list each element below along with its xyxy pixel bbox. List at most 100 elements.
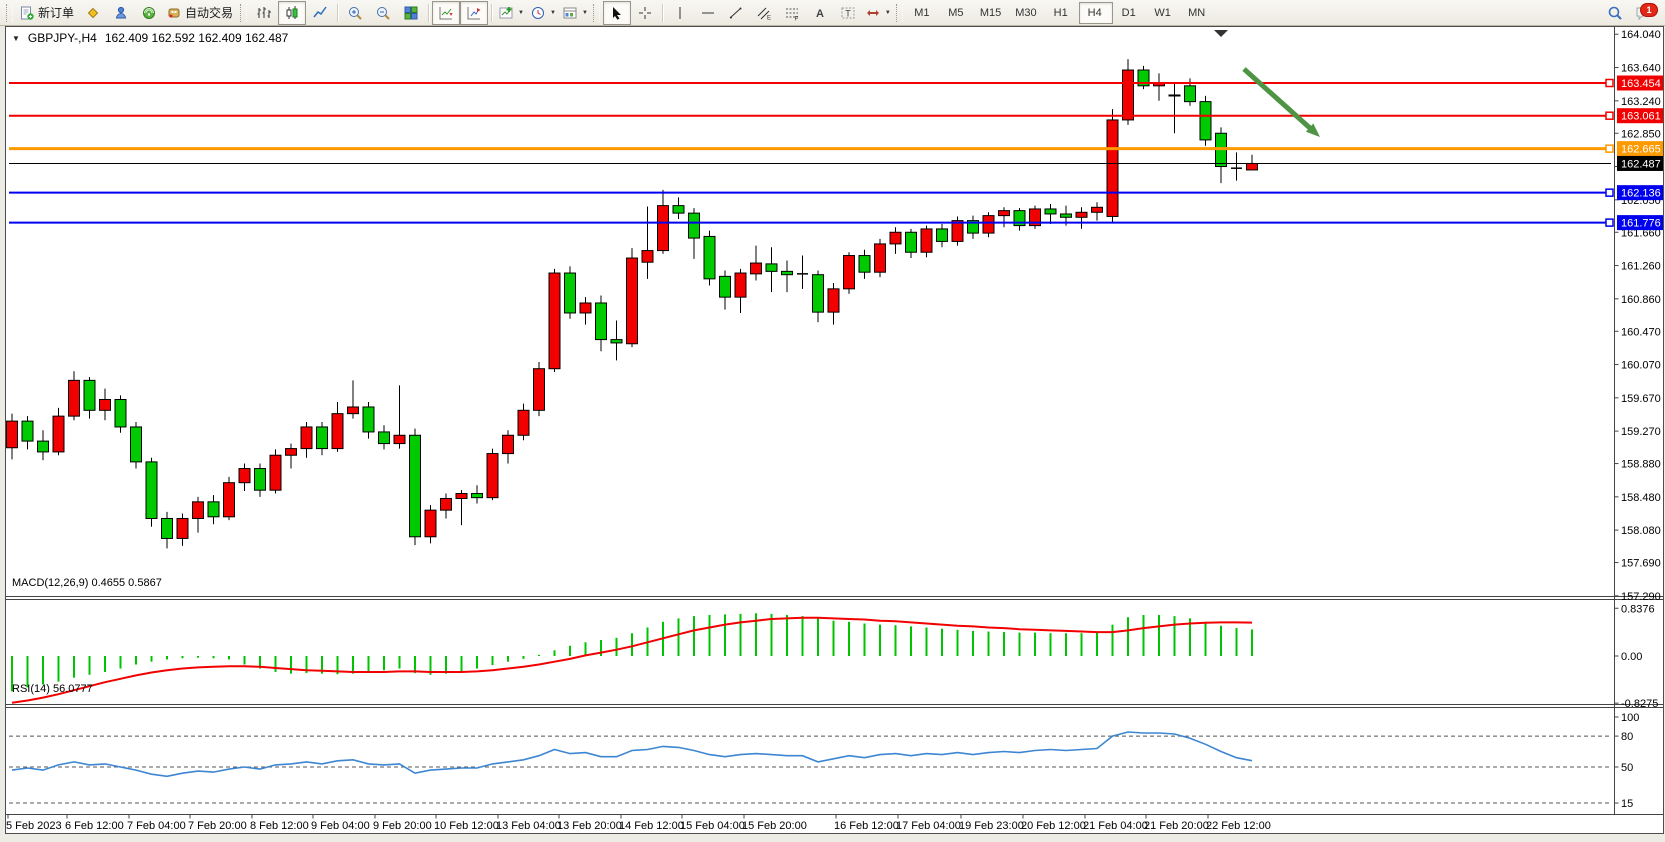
text-label-button[interactable]: T [834, 1, 862, 25]
tf-m15-button[interactable]: M15 [974, 2, 1009, 24]
candle [269, 449, 282, 494]
signals-button[interactable] [135, 1, 163, 25]
equidistant-channel-button[interactable]: E [750, 1, 778, 25]
candle [455, 490, 468, 526]
line-handle[interactable] [1605, 111, 1614, 120]
tf-m5-button-label: M5 [948, 6, 964, 19]
chart-shift-button[interactable] [460, 0, 489, 25]
tf-mn-button[interactable]: MN [1181, 2, 1215, 24]
candle [378, 425, 390, 450]
shift-end-icon [467, 6, 481, 19]
vertical-line-button[interactable] [666, 1, 694, 25]
market-watch-button[interactable] [107, 1, 135, 25]
horizontal-line[interactable] [9, 78, 1614, 88]
text-label-icon: T [841, 7, 855, 18]
tf-d1-button[interactable]: D1 [1113, 2, 1147, 24]
tf-w1-button-label: W1 [1154, 6, 1171, 19]
tf-h4-button-label: H4 [1087, 6, 1102, 19]
line-chart-button[interactable] [306, 1, 334, 25]
candle [145, 457, 158, 527]
horizontal-line-button[interactable] [694, 1, 722, 25]
toolbar-separator [337, 3, 339, 22]
periods-button[interactable]: ▼ [527, 1, 559, 25]
arrows-button[interactable]: ▼ [862, 1, 894, 25]
svg-text:20 Feb 12:00: 20 Feb 12:00 [1021, 820, 1086, 832]
bar-chart-icon [257, 6, 272, 18]
price-badge: 162.487 [1617, 155, 1663, 171]
tf-mn-button-label: MN [1188, 6, 1206, 19]
svg-text:163.240: 163.240 [1621, 96, 1661, 108]
candle [797, 255, 808, 289]
svg-text:7 Feb 20:00: 7 Feb 20:00 [188, 820, 247, 832]
candle [905, 228, 917, 259]
horizontal-line[interactable] [9, 218, 1614, 227]
svg-text:163.061: 163.061 [1621, 111, 1661, 123]
trend-arrow[interactable] [1242, 67, 1320, 137]
rsi-line [11, 731, 1253, 778]
templates-button[interactable]: ▼ [559, 1, 591, 25]
bar-chart-button[interactable] [250, 1, 278, 25]
candle [440, 493, 452, 519]
horizontal-line[interactable] [9, 144, 1614, 153]
cursor-button[interactable] [602, 0, 631, 25]
tf-m1-button[interactable]: M1 [906, 2, 940, 24]
autotrading-button[interactable]: 自动交易 [163, 1, 238, 25]
person-icon [115, 6, 127, 18]
candle [610, 320, 623, 361]
horizontal-line[interactable] [9, 111, 1614, 120]
tile-windows-button[interactable] [397, 1, 425, 25]
indicators-button[interactable]: ▼ [495, 1, 527, 25]
candle [238, 463, 251, 492]
zoom-in-icon [349, 6, 362, 20]
tf-h4-button[interactable]: H4 [1078, 1, 1113, 24]
search-button[interactable] [1601, 1, 1629, 25]
candle [1013, 208, 1026, 231]
chart-shift-marker[interactable] [1214, 30, 1228, 37]
svg-text:160.470: 160.470 [1621, 326, 1661, 338]
candle [967, 215, 979, 239]
candle [37, 430, 49, 461]
notifications-button[interactable]: 1 [1629, 1, 1658, 25]
tf-h1-button[interactable]: H1 [1045, 2, 1079, 24]
auto-scroll-icon [439, 6, 453, 19]
svg-text:162.487: 162.487 [1621, 158, 1661, 170]
chevron-down-icon[interactable]: ▼ [884, 9, 891, 16]
fibonacci-button[interactable]: F [778, 1, 806, 25]
tf-m30-button[interactable]: M30 [1009, 2, 1044, 24]
text-button[interactable]: A [806, 1, 834, 25]
toolbar-grip [6, 3, 13, 22]
candle [1168, 82, 1181, 134]
candlestick-button[interactable] [278, 0, 307, 25]
tf-d1-button-label: D1 [1121, 6, 1136, 19]
crosshair-button[interactable] [631, 1, 659, 25]
candle [316, 421, 328, 456]
trend-line-button[interactable] [722, 1, 750, 25]
candle [812, 270, 824, 323]
zoom-out-button[interactable] [369, 1, 397, 25]
h-line-icon [701, 12, 714, 13]
auto-scroll-button[interactable] [432, 0, 461, 25]
tf-m5-button[interactable]: M5 [940, 2, 974, 24]
line-handle[interactable] [1605, 188, 1614, 197]
svg-text:161.776: 161.776 [1621, 218, 1661, 230]
candle [1153, 73, 1165, 101]
pane-frame [6, 27, 1663, 815]
time-axis[interactable]: 5 Feb 2023 6 Feb 12:00 7 Feb 04:00 7 Feb 20… [6, 814, 1271, 833]
collapse-icon[interactable]: ▼ [12, 33, 20, 43]
metaeditor-button[interactable] [79, 1, 107, 25]
zoom-in-button[interactable] [341, 1, 369, 25]
chevron-down-icon[interactable]: ▼ [518, 9, 524, 16]
line-handle[interactable] [1605, 78, 1614, 88]
horizontal-line[interactable] [9, 188, 1614, 197]
toolbar-separator [661, 3, 663, 22]
line-handle[interactable] [1605, 218, 1614, 227]
chevron-down-icon[interactable]: ▼ [549, 9, 556, 16]
candle [223, 476, 235, 521]
tf-w1-button[interactable]: W1 [1147, 2, 1181, 24]
chevron-down-icon[interactable]: ▼ [581, 9, 588, 16]
line-handle[interactable] [1605, 144, 1614, 153]
new-order-button[interactable]: 新订单 [16, 1, 79, 25]
svg-text:100: 100 [1621, 712, 1639, 724]
candlestick-icon [286, 5, 298, 19]
candle [83, 377, 96, 419]
